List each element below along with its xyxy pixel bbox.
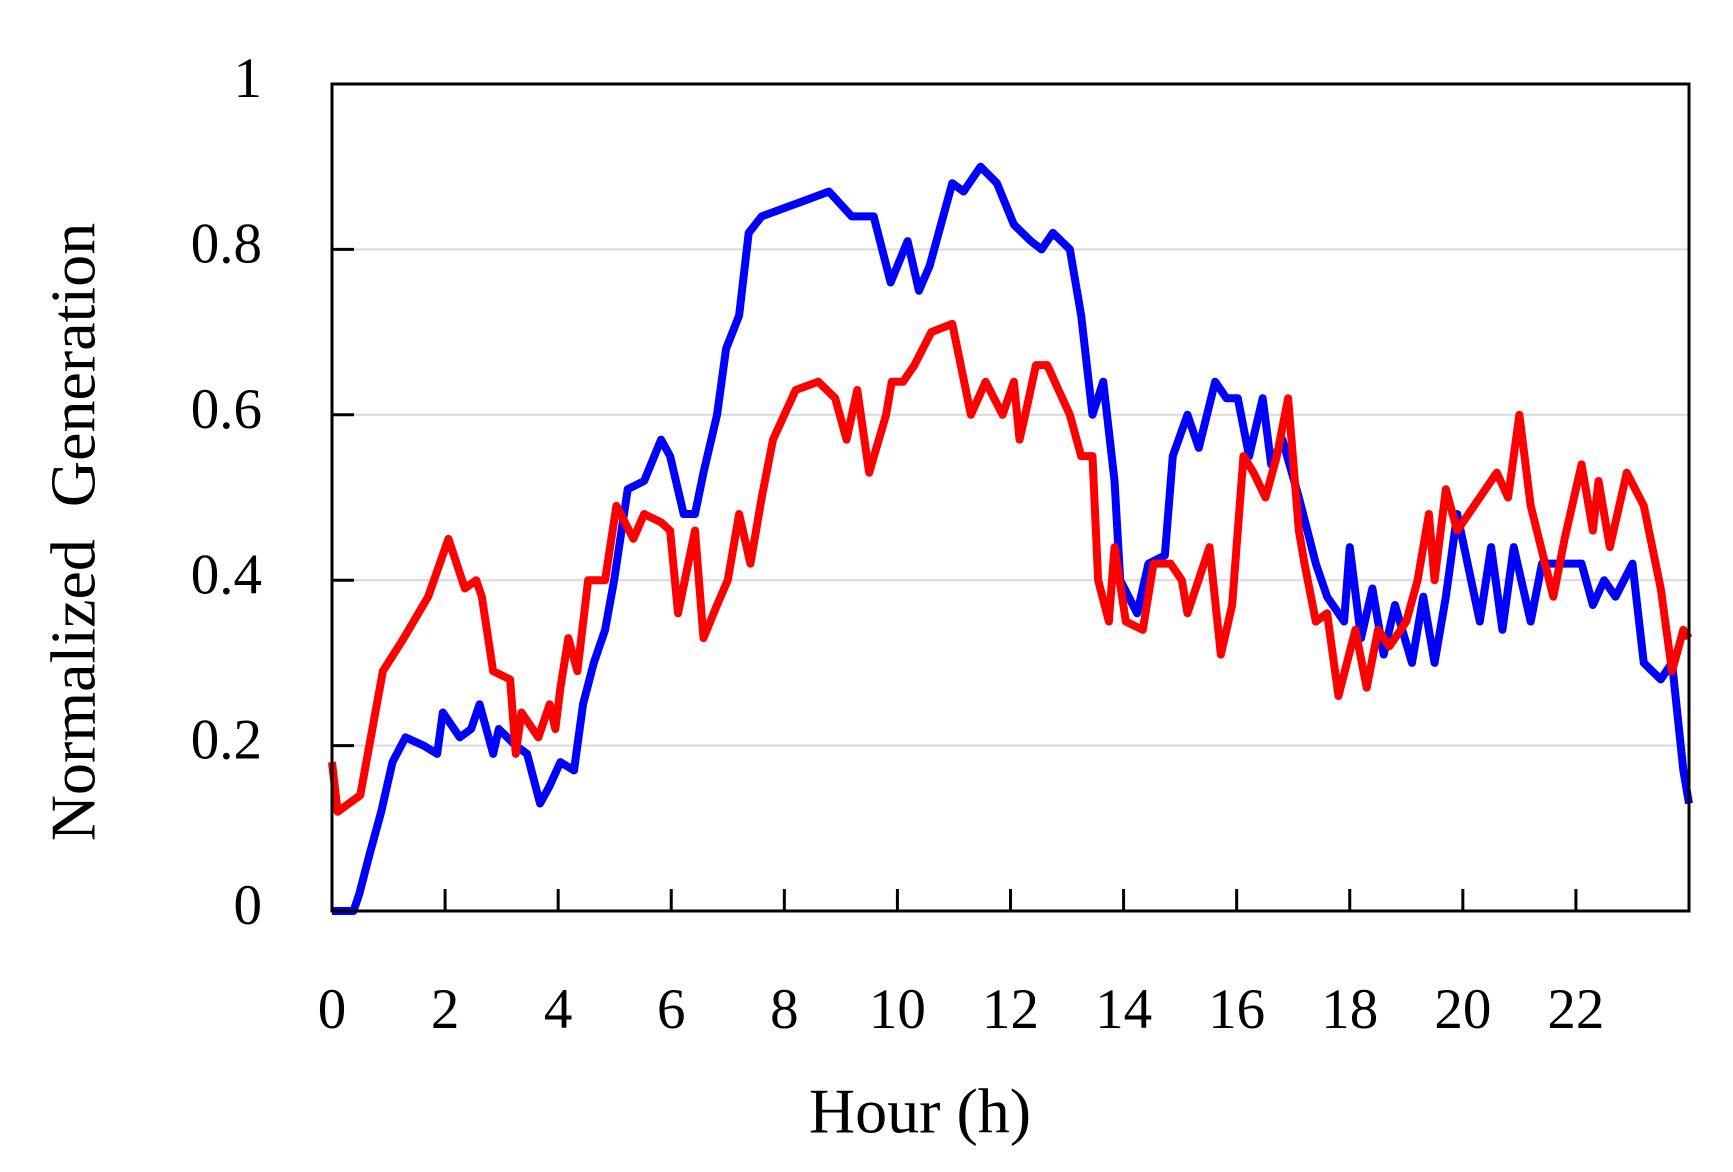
x-tick-label: 0 [318, 978, 347, 1041]
y-tick-label: 0.4 [191, 543, 262, 606]
x-tick-label: 10 [869, 978, 926, 1041]
x-tick-label: 12 [982, 978, 1039, 1041]
x-axis-title: Hour (h) [809, 1076, 1031, 1147]
x-tick-label: 18 [1321, 978, 1378, 1041]
plot-frame [330, 82, 1691, 913]
y-tick-label: 0.6 [191, 378, 262, 441]
x-tick-label: 6 [657, 978, 686, 1041]
x-tick-label: 14 [1095, 978, 1152, 1041]
y-tick-label: 1 [234, 47, 263, 110]
x-tick-label: 8 [770, 978, 799, 1041]
x-tick-label: 2 [431, 978, 460, 1041]
x-tick-label: 20 [1434, 978, 1491, 1041]
x-tick-label: 22 [1547, 978, 1604, 1041]
y-tick-label: 0 [234, 874, 263, 937]
y-tick-label: 0.2 [191, 709, 262, 772]
y-tick-label: 0.8 [191, 212, 262, 275]
y-axis-title: Normalized Generation [38, 223, 109, 841]
x-tick-label: 4 [544, 978, 573, 1041]
series-line [332, 162, 1693, 915]
series-line [328, 319, 1693, 816]
x-tick-label: 16 [1208, 978, 1265, 1041]
